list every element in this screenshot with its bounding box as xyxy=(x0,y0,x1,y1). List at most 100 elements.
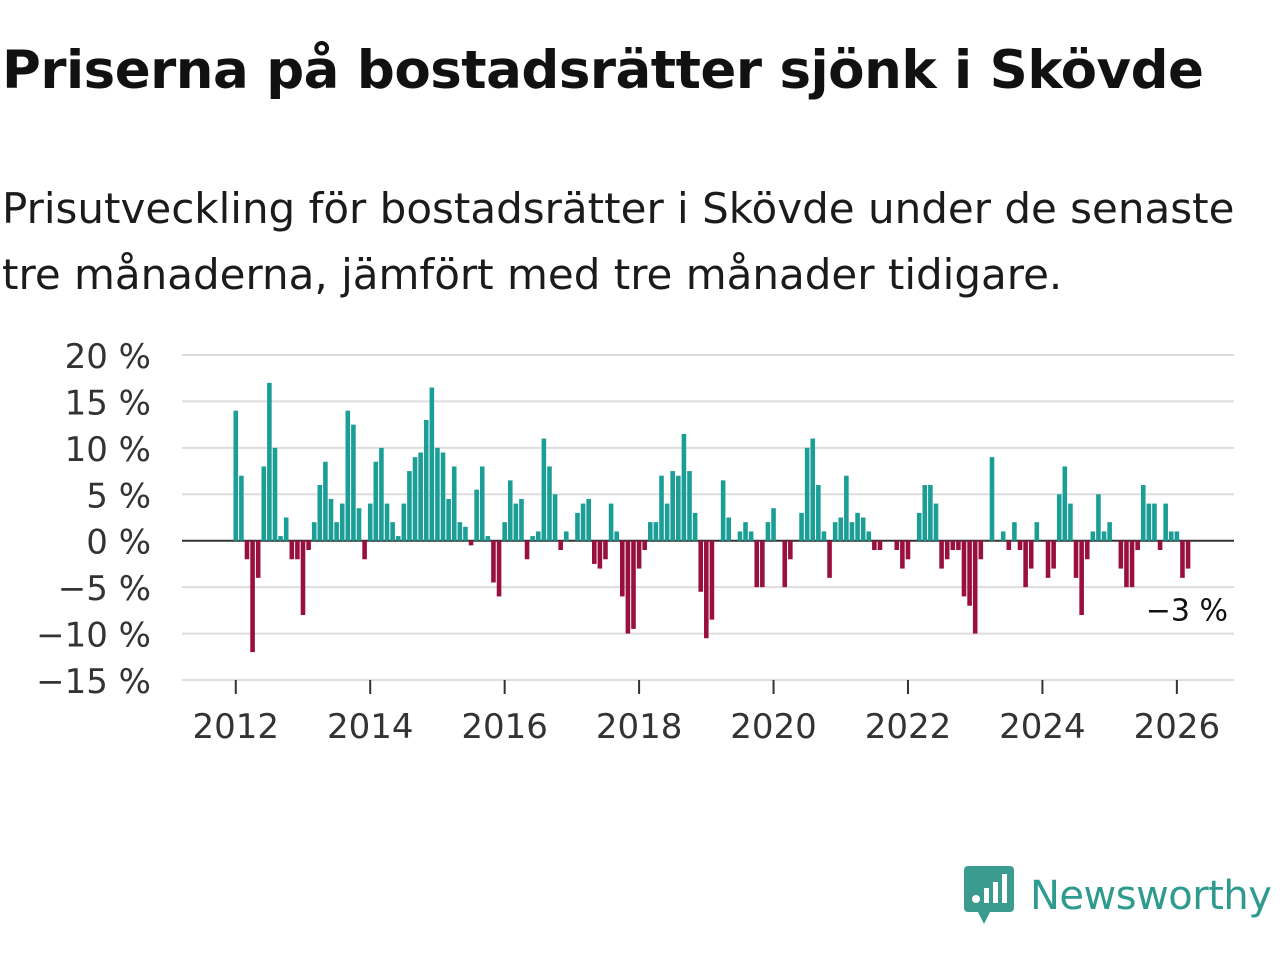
last-value-label: −3 % xyxy=(1146,594,1228,629)
bar xyxy=(816,485,821,541)
x-tick-label: 2026 xyxy=(1134,707,1221,747)
bar xyxy=(804,447,810,541)
bar xyxy=(334,522,339,541)
bar xyxy=(810,438,816,541)
bar xyxy=(608,503,614,541)
bar xyxy=(1135,540,1140,550)
bar xyxy=(552,494,558,541)
bar xyxy=(491,540,496,583)
y-tick-label: 15 % xyxy=(65,383,151,423)
bar xyxy=(944,540,950,560)
bar xyxy=(597,540,603,569)
bar xyxy=(905,540,911,560)
bar xyxy=(1056,494,1062,541)
bar xyxy=(423,420,429,541)
chart-title: Priserna på bostadsrätter sjönk i Skövde xyxy=(2,40,1204,101)
bar xyxy=(827,540,832,578)
bar xyxy=(950,540,956,550)
bar xyxy=(720,480,726,541)
bar xyxy=(978,540,984,560)
bar xyxy=(972,540,978,634)
bar xyxy=(1034,522,1040,541)
bar xyxy=(838,517,844,541)
bar xyxy=(474,489,479,541)
x-tick-label: 2020 xyxy=(730,707,817,747)
bar xyxy=(535,531,541,541)
bar xyxy=(1012,522,1017,541)
bar xyxy=(1073,540,1079,578)
bar xyxy=(591,540,597,564)
bar xyxy=(1140,485,1146,541)
bar xyxy=(894,540,900,550)
brand[interactable]: Newsworthy xyxy=(964,864,1272,928)
bar xyxy=(1096,494,1101,541)
bar xyxy=(625,540,631,634)
bar xyxy=(1163,503,1168,541)
bar xyxy=(311,522,317,541)
y-tick-label: 5 % xyxy=(86,476,151,516)
bar xyxy=(457,522,463,541)
bar xyxy=(373,461,379,541)
bar xyxy=(586,498,591,541)
annotations: −3 % xyxy=(1146,594,1228,629)
bar xyxy=(877,540,883,550)
bar xyxy=(933,503,939,541)
bar xyxy=(513,503,519,541)
bar xyxy=(692,512,698,541)
bar xyxy=(939,540,944,569)
y-tick-label: 10 % xyxy=(65,430,151,470)
bar xyxy=(872,540,877,550)
bar xyxy=(446,498,451,541)
bar xyxy=(244,540,250,560)
bar xyxy=(860,517,866,541)
bar xyxy=(771,508,776,541)
bar xyxy=(754,540,760,588)
bar xyxy=(961,540,967,597)
bar xyxy=(737,531,743,541)
newsworthy-logo-icon xyxy=(964,866,1014,924)
bar xyxy=(866,531,872,541)
y-tick-label: −5 % xyxy=(58,569,151,609)
x-tick-label: 2018 xyxy=(596,707,683,747)
bar xyxy=(687,471,692,541)
bar xyxy=(832,522,838,541)
bar xyxy=(765,522,771,541)
bar xyxy=(603,540,608,560)
bar xyxy=(900,540,905,569)
bar xyxy=(563,531,569,541)
bar xyxy=(278,536,283,541)
bar xyxy=(524,540,530,560)
bar xyxy=(306,540,311,550)
bar xyxy=(356,508,362,541)
x-tick-label: 2016 xyxy=(461,707,548,747)
bars xyxy=(233,382,1191,653)
x-tick-label: 2012 xyxy=(193,707,280,747)
bar xyxy=(1045,540,1051,578)
bar xyxy=(844,475,849,541)
bar xyxy=(709,540,715,620)
bar xyxy=(642,540,647,550)
bar xyxy=(676,475,681,541)
bar xyxy=(956,540,961,550)
bar xyxy=(289,540,295,560)
y-tick-label: 20 % xyxy=(65,337,151,377)
bar xyxy=(261,466,267,541)
y-tick-label: −10 % xyxy=(36,616,151,656)
bar xyxy=(379,447,384,541)
bar xyxy=(614,531,619,541)
bar xyxy=(681,433,687,541)
bar xyxy=(1006,540,1012,550)
bar xyxy=(1146,503,1152,541)
bar xyxy=(272,447,278,541)
bar xyxy=(367,503,373,541)
bar xyxy=(1051,540,1056,569)
bar xyxy=(451,466,457,541)
bar xyxy=(631,540,636,629)
bar xyxy=(782,540,788,588)
bar xyxy=(283,517,289,541)
bar xyxy=(580,503,586,541)
bar xyxy=(328,498,334,541)
bar xyxy=(558,540,563,550)
bar xyxy=(351,424,356,541)
bar xyxy=(748,531,754,541)
